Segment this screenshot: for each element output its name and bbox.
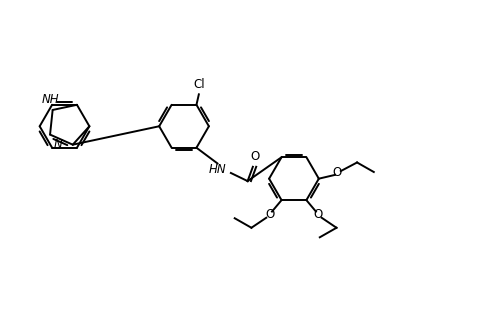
Text: O: O bbox=[314, 208, 323, 221]
Text: Cl: Cl bbox=[193, 78, 205, 91]
Text: O: O bbox=[265, 208, 274, 221]
Text: N: N bbox=[54, 138, 63, 151]
Text: HN: HN bbox=[209, 163, 226, 176]
Text: O: O bbox=[250, 150, 260, 163]
Text: O: O bbox=[332, 167, 342, 179]
Text: NH: NH bbox=[42, 93, 59, 106]
